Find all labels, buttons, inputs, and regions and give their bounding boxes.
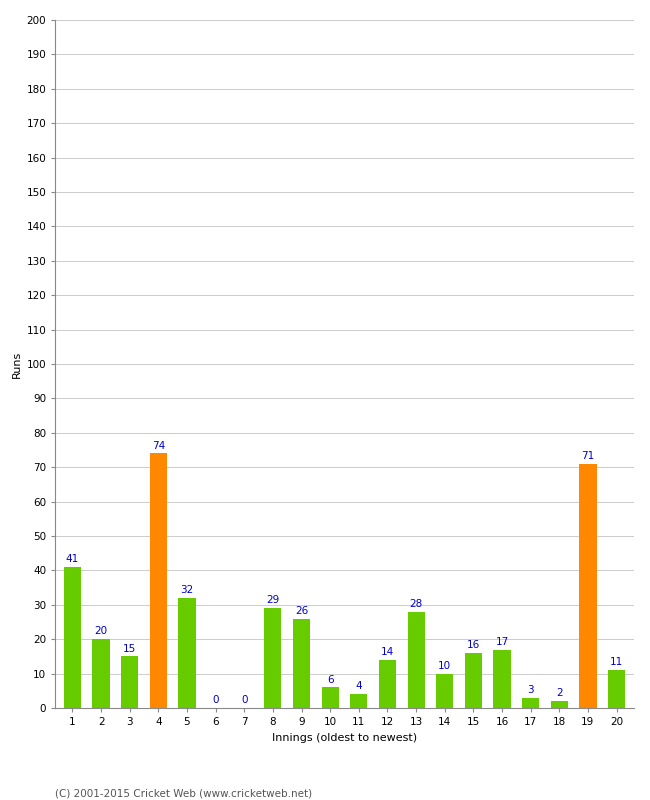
Text: 6: 6: [327, 674, 333, 685]
Bar: [408, 612, 424, 708]
Text: 11: 11: [610, 658, 623, 667]
Text: 71: 71: [581, 451, 595, 461]
Bar: [465, 653, 482, 708]
Text: 3: 3: [527, 685, 534, 695]
Bar: [522, 698, 540, 708]
Bar: [493, 650, 511, 708]
Text: 2: 2: [556, 688, 563, 698]
Bar: [293, 618, 310, 708]
Bar: [64, 567, 81, 708]
Text: (C) 2001-2015 Cricket Web (www.cricketweb.net): (C) 2001-2015 Cricket Web (www.cricketwe…: [55, 788, 313, 798]
Text: 0: 0: [213, 694, 219, 705]
Text: 4: 4: [356, 682, 362, 691]
Text: 15: 15: [123, 644, 136, 654]
Text: 41: 41: [66, 554, 79, 564]
Bar: [436, 674, 453, 708]
Text: 14: 14: [381, 647, 394, 657]
Text: 26: 26: [295, 606, 308, 616]
X-axis label: Innings (oldest to newest): Innings (oldest to newest): [272, 733, 417, 742]
Text: 32: 32: [180, 585, 194, 595]
Bar: [150, 454, 167, 708]
Bar: [579, 464, 597, 708]
Bar: [350, 694, 367, 708]
Bar: [121, 656, 138, 708]
Bar: [322, 687, 339, 708]
Bar: [551, 701, 568, 708]
Bar: [379, 660, 396, 708]
Y-axis label: Runs: Runs: [12, 350, 22, 378]
Text: 20: 20: [94, 626, 108, 637]
Text: 29: 29: [266, 595, 280, 606]
Text: 16: 16: [467, 640, 480, 650]
Text: 17: 17: [495, 637, 509, 646]
Bar: [608, 670, 625, 708]
Bar: [92, 639, 110, 708]
Text: 10: 10: [438, 661, 451, 671]
Text: 74: 74: [151, 441, 165, 450]
Text: 0: 0: [241, 694, 248, 705]
Bar: [178, 598, 196, 708]
Bar: [265, 608, 281, 708]
Text: 28: 28: [410, 599, 422, 609]
